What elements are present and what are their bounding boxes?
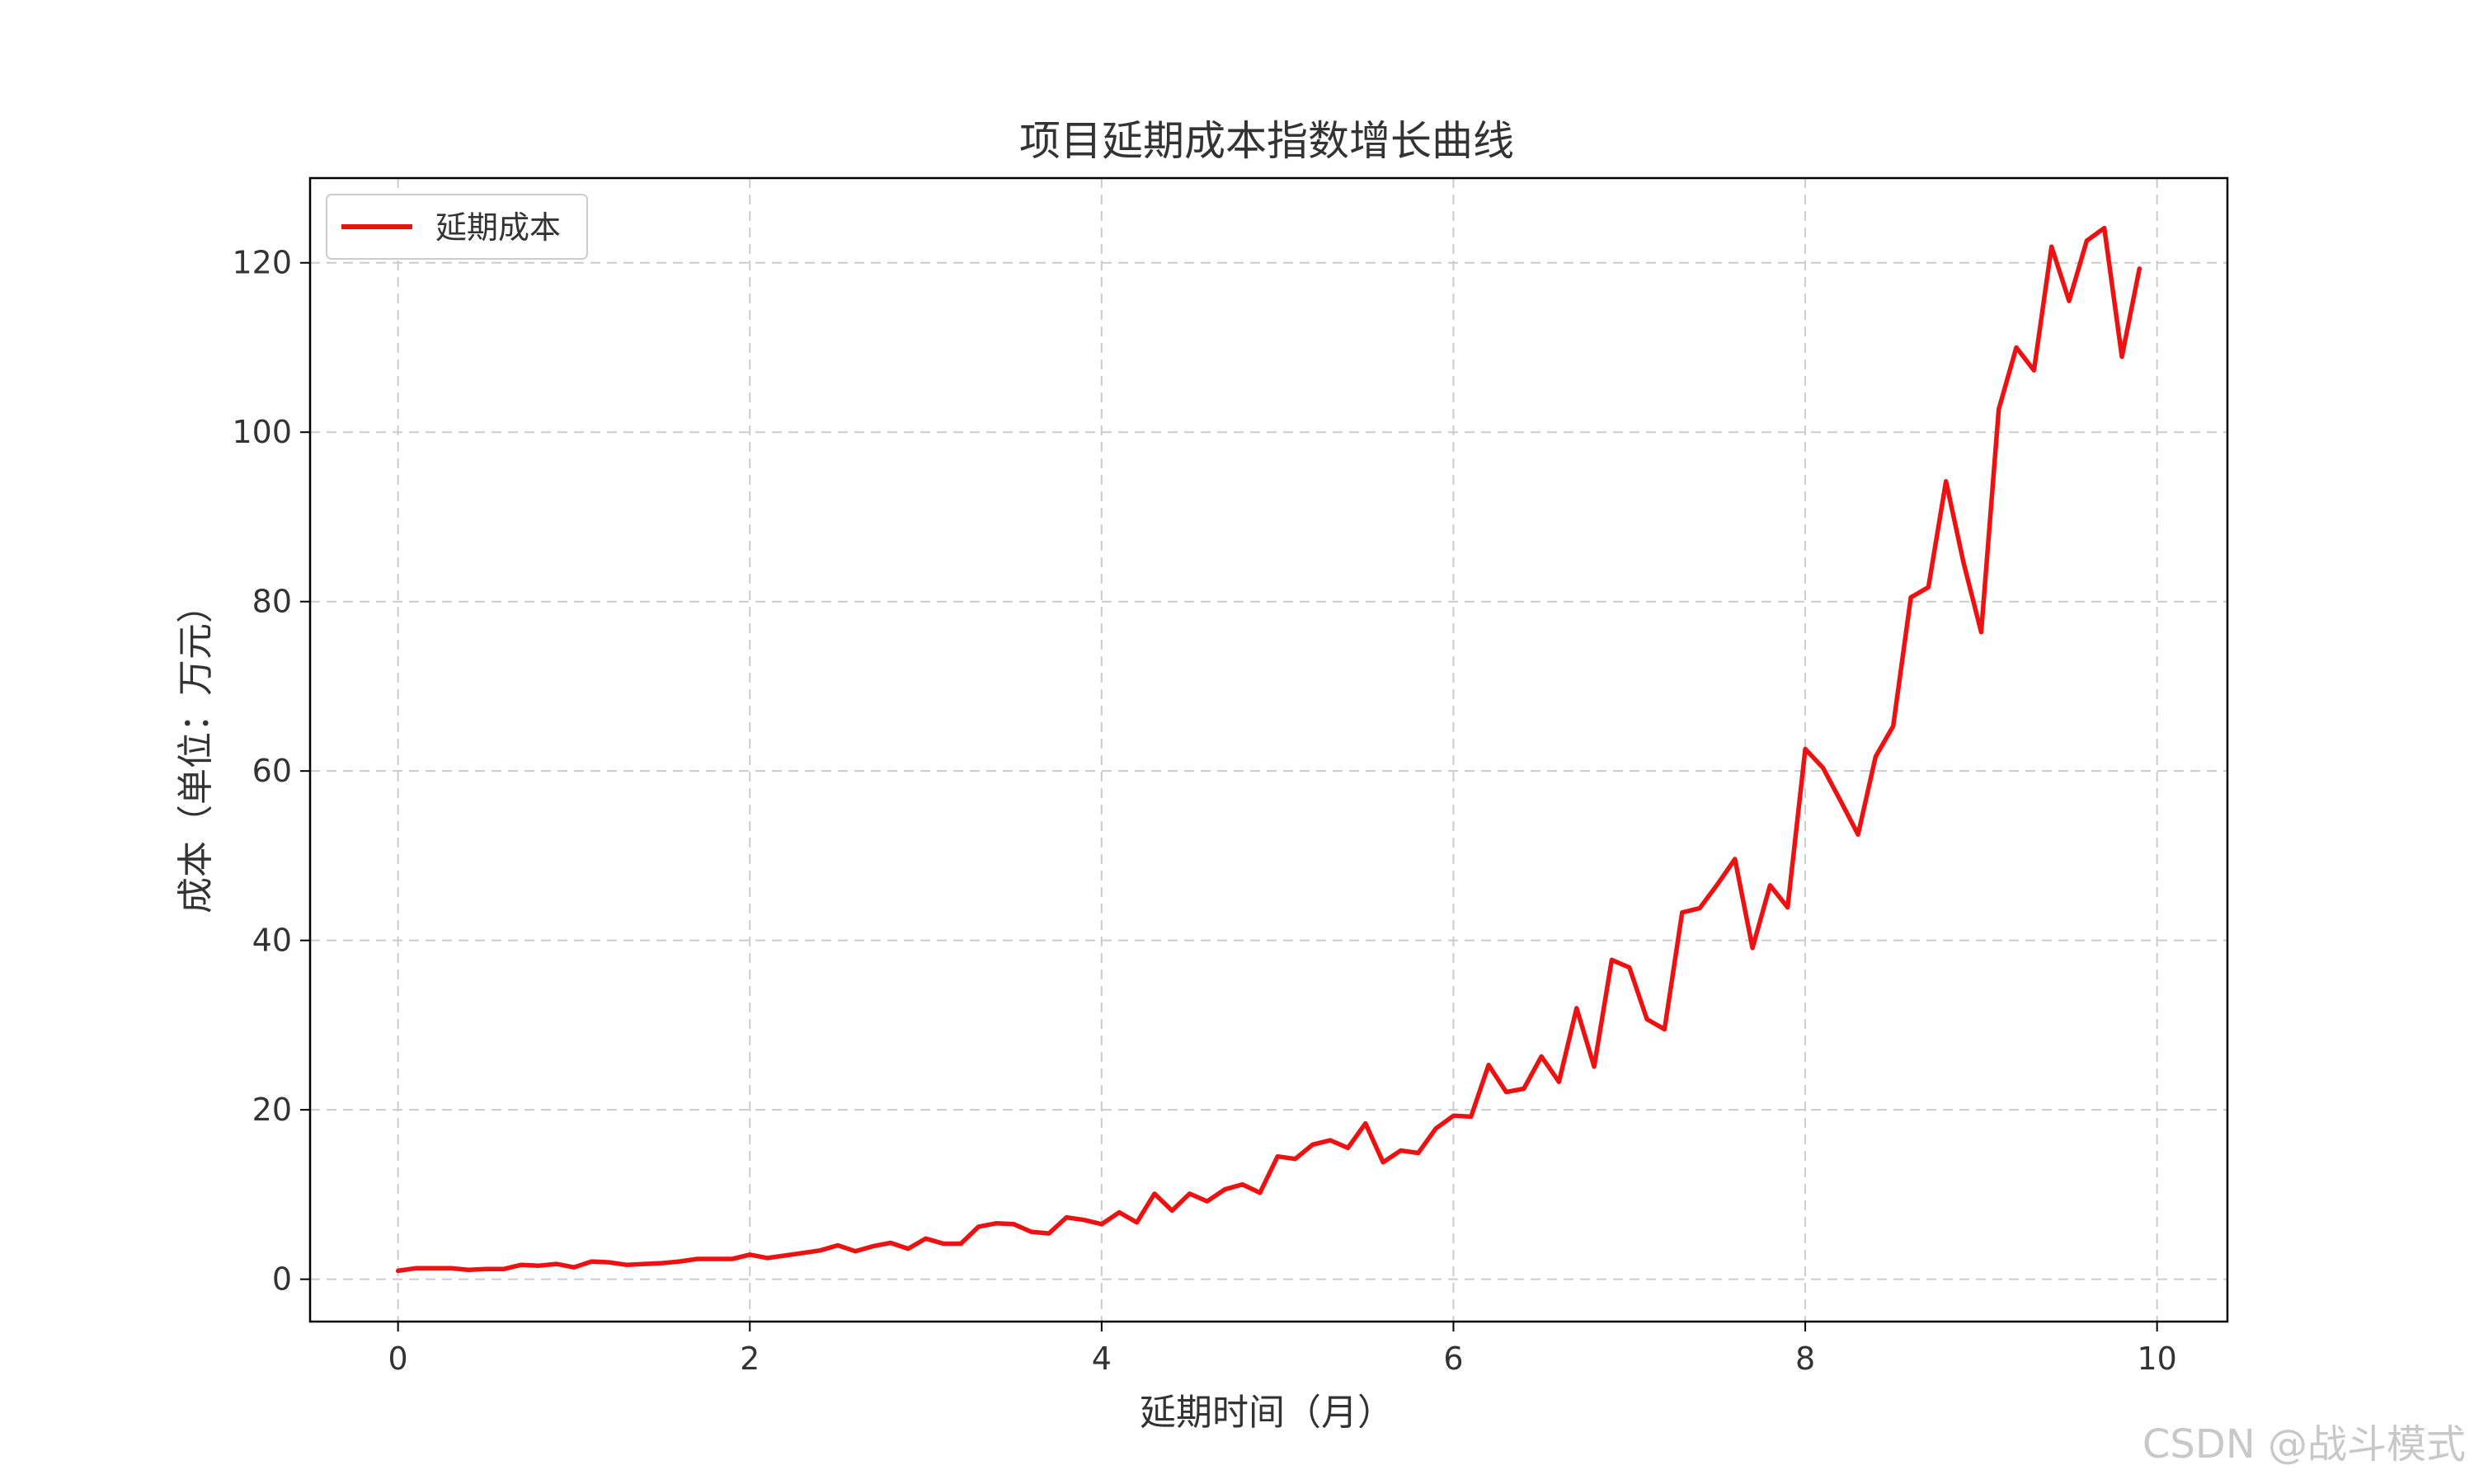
x-axis: 0 2 4 6 8 10 [388,1322,2177,1377]
chart-title: 项目延期成本指数增长曲线 [1019,117,1514,165]
legend: 延期成本 [326,194,588,260]
y-tick-label: 40 [252,923,292,959]
series-line [395,225,2142,1274]
plot-frame [308,176,2229,1323]
x-tick-label: 2 [740,1341,760,1377]
y-axis-label: 成本（单位：万元） [175,587,217,913]
y-tick-label: 100 [232,414,292,450]
x-tick-label: 4 [1092,1341,1112,1377]
legend-box [326,194,588,260]
y-tick-label: 80 [252,584,292,620]
x-tick-label: 8 [1795,1341,1815,1377]
y-tick-label: 0 [272,1261,292,1298]
x-tick-label: 10 [2137,1341,2176,1377]
y-axis: 0 20 40 60 80 100 120 [232,245,310,1298]
watermark: CSDN @战斗模式 [2142,1421,2466,1468]
y-tick-label: 60 [252,753,292,789]
x-tick-label: 6 [1443,1341,1463,1377]
series-layer [395,225,2142,1274]
grid [310,178,2227,1322]
legend-label: 延期成本 [435,209,561,246]
y-tick-label: 120 [232,245,292,281]
x-axis-label: 延期时间（月） [1140,1392,1394,1434]
x-tick-label: 0 [388,1341,408,1377]
y-tick-label: 20 [252,1092,292,1128]
